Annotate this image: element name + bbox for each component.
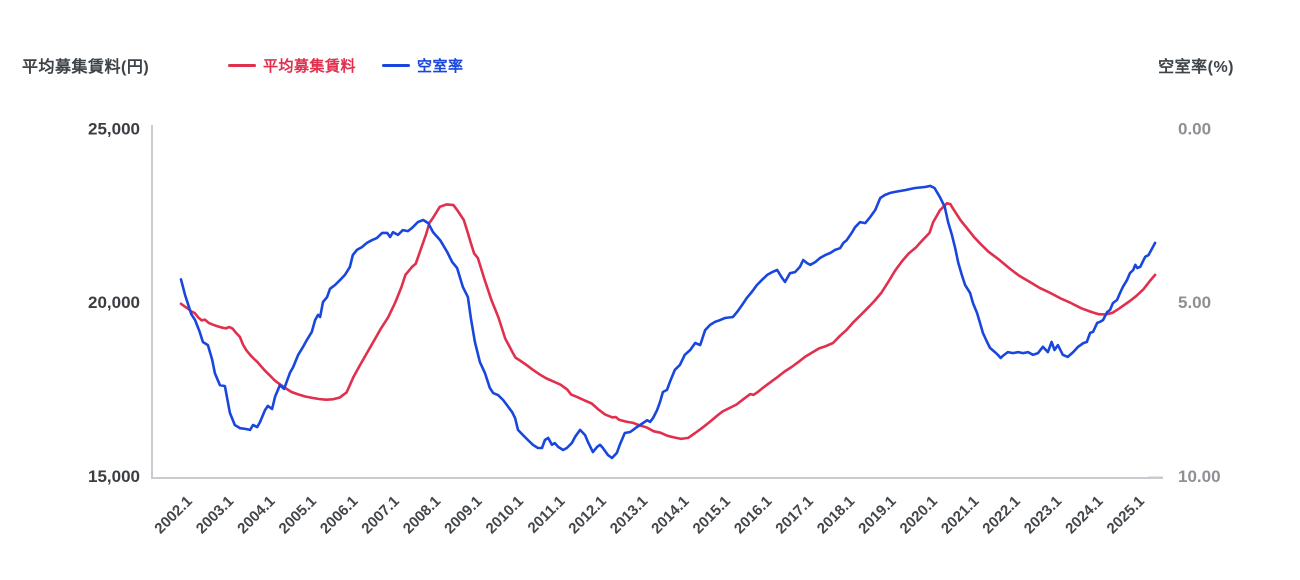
- x-tick-label: 2025.1: [1104, 493, 1148, 537]
- y-left-tick-label: 20,000: [88, 293, 140, 312]
- x-tick-label: 2023.1: [1021, 493, 1065, 537]
- x-tick-label: 2022.1: [979, 493, 1023, 537]
- x-tick-label: 2009.1: [441, 493, 485, 537]
- rent-line: [179, 202, 1157, 441]
- x-tick-label: 2024.1: [1062, 493, 1106, 537]
- x-tick-label: 2016.1: [731, 493, 775, 537]
- y-right-tick-label: 10.00: [1178, 467, 1221, 486]
- x-tick-label: 2020.1: [897, 493, 941, 537]
- vacancy-line-swatch-icon: [382, 64, 411, 67]
- x-tick-label: 2012.1: [565, 493, 609, 537]
- left-axis-title: 平均募集賃料(円): [22, 59, 150, 76]
- y-left-tick-label: 25,000: [88, 119, 140, 138]
- axis-lines: [151, 125, 1163, 479]
- x-tick-label: 2013.1: [607, 493, 651, 537]
- y-left-tick-label: 15,000: [88, 467, 140, 486]
- right-axis-title: 空室率(%): [1158, 59, 1234, 76]
- x-tick-label: 2005.1: [276, 493, 320, 537]
- x-tick-label: 2019.1: [855, 493, 899, 537]
- x-tick-label: 2007.1: [358, 493, 402, 537]
- x-tick-label: 2003.1: [193, 493, 237, 537]
- x-tick-label: 2008.1: [400, 493, 444, 537]
- legend-item-rent[interactable]: 平均募集賃料: [228, 55, 356, 76]
- vacancy-line: [179, 184, 1157, 460]
- legend-label-vacancy: 空室率: [417, 58, 464, 75]
- y-right-tick-label: 0.00: [1178, 119, 1211, 138]
- legend-label-rent: 平均募集賃料: [263, 58, 357, 75]
- legend-item-vacancy[interactable]: 空室率: [382, 55, 464, 76]
- x-tick-label: 2021.1: [938, 493, 982, 537]
- x-tick-label: 2006.1: [317, 493, 361, 537]
- rent-line-swatch-icon: [228, 64, 256, 67]
- x-tick-label: 2015.1: [690, 493, 734, 537]
- x-tick-label: 2002.1: [151, 493, 195, 537]
- x-tick-label: 2017.1: [772, 493, 816, 537]
- x-tick-label: 2011.1: [525, 493, 569, 537]
- chart-legend: 平均募集賃料 空室率: [228, 55, 464, 76]
- y-right-tick-label: 5.00: [1178, 293, 1211, 312]
- x-tick-label: 2014.1: [648, 493, 692, 537]
- x-tick-label: 2018.1: [814, 493, 858, 537]
- x-tick-label: 2010.1: [483, 493, 527, 537]
- x-tick-label: 2004.1: [234, 493, 278, 537]
